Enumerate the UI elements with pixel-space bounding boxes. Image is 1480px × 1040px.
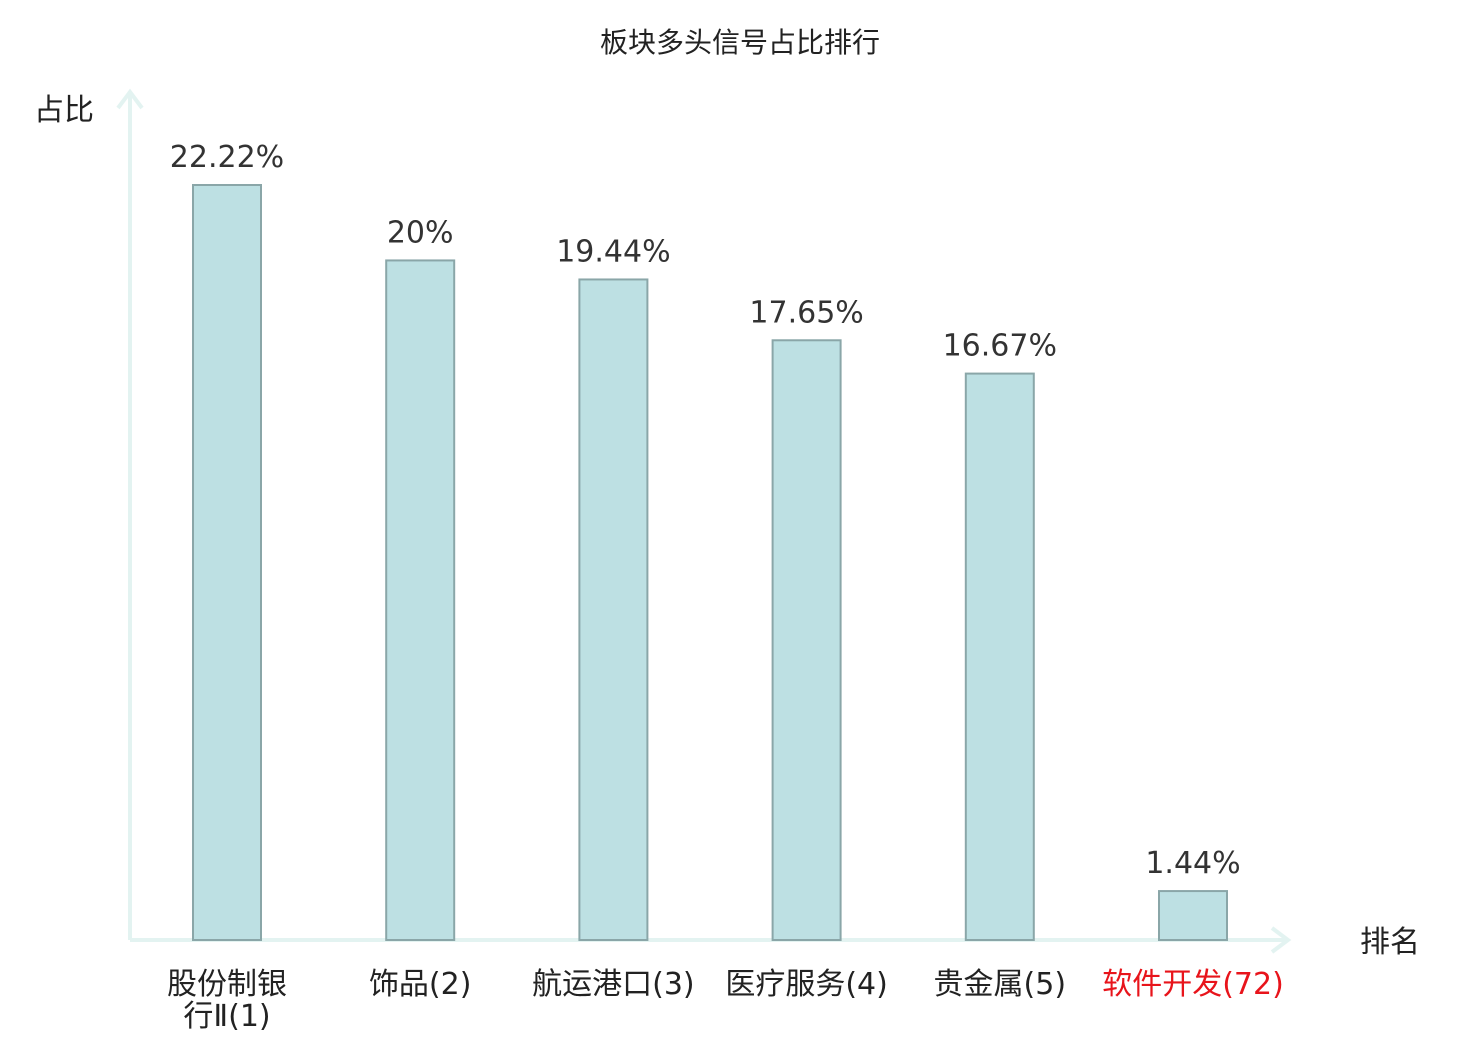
category-label: 软件开发(72)	[1102, 967, 1284, 1002]
bar	[771, 339, 842, 942]
value-label: 20%	[387, 215, 454, 250]
y-axis-arrow	[116, 88, 144, 110]
x-axis-label: 排名	[1360, 925, 1420, 960]
category-label: 股份制银	[167, 967, 287, 1002]
bar	[1158, 890, 1228, 941]
value-labels: 22.22% 20% 19.44% 17.65% 16.67% 1.44%	[170, 140, 1241, 881]
value-label: 22.22%	[170, 140, 284, 175]
x-axis	[130, 926, 1292, 954]
category-label: 医疗服务(4)	[725, 967, 888, 1002]
bar-series	[192, 184, 1228, 942]
category-label-line2: 行Ⅱ(1)	[183, 999, 270, 1034]
bar	[385, 259, 456, 941]
chart-title: 板块多头信号占比排行	[600, 26, 880, 59]
x-axis-arrow	[1270, 926, 1292, 954]
bar	[964, 372, 1035, 942]
y-axis-label: 占比	[34, 93, 94, 128]
bar	[578, 278, 649, 941]
category-label: 饰品(2)	[369, 967, 472, 1002]
bar	[192, 184, 262, 941]
value-label: 19.44%	[556, 234, 670, 269]
category-label: 航运港口(3)	[532, 967, 695, 1002]
category-label: 贵金属(5)	[934, 967, 1067, 1002]
value-label: 16.67%	[943, 329, 1057, 364]
value-label: 17.65%	[749, 295, 863, 330]
y-axis	[116, 88, 144, 940]
value-label: 1.44%	[1145, 846, 1240, 881]
